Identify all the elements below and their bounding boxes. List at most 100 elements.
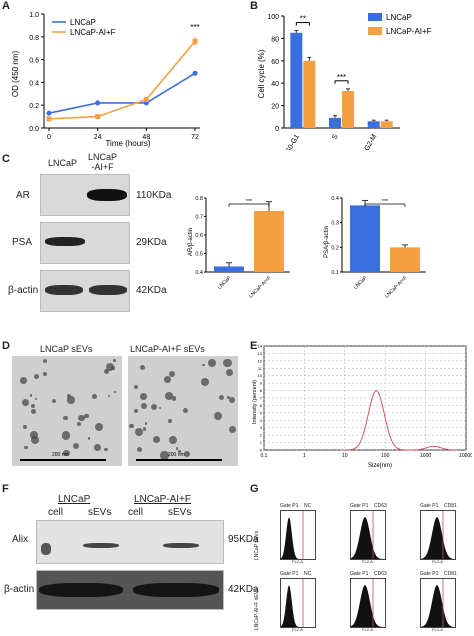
y-tick-label: 10 — [258, 373, 263, 378]
y-tick-label: 9 — [260, 381, 263, 386]
chart-a-xlabel: Time (hours) — [105, 139, 150, 148]
y-tick-label: 7 — [260, 396, 263, 401]
vesicle-particle — [42, 358, 47, 363]
vesicle-particle — [171, 396, 177, 401]
vesicle-particle — [184, 451, 191, 457]
significance-label: ** — [300, 15, 306, 24]
x-tick-label: 10 — [342, 453, 348, 459]
vesicle-particle — [66, 396, 75, 404]
data-point — [192, 70, 198, 76]
vesicle-particle — [169, 371, 176, 378]
panel-label-b: B — [250, 0, 258, 12]
vesicle-particle — [61, 430, 71, 440]
vesicle-particle — [140, 393, 147, 401]
vesicle-particle — [129, 424, 134, 429]
bar — [254, 210, 284, 272]
significance-label: *** — [337, 73, 346, 82]
chart-b-ylabel: Cell cycle (%) — [257, 49, 266, 98]
blot-f-lane: sEVs — [88, 507, 112, 518]
flow-gate-label: Gate P1 — [420, 503, 439, 509]
vesicle-particle — [30, 403, 36, 409]
flow-gate-label: Gate P1 — [420, 571, 439, 577]
x-tick-label: 48 — [142, 134, 150, 141]
y-tick-label: 0.8 — [195, 196, 203, 202]
vesicle-particle — [228, 425, 237, 433]
y-tick-label: 1.0 — [29, 12, 39, 19]
series-line — [48, 72, 196, 114]
vesicle-particle — [104, 447, 108, 452]
flow-marker-label: CD63 — [374, 571, 387, 577]
y-tick-label: 40 — [271, 81, 279, 88]
flow-histogram-fill — [351, 585, 385, 627]
size-distribution-curve — [340, 390, 415, 451]
bar — [380, 121, 393, 128]
blot-c-size-label: 42KDa — [136, 285, 167, 296]
vesicle-particle — [208, 358, 216, 367]
vesicle-particle — [202, 363, 205, 366]
bar — [350, 205, 380, 272]
flow-row-label: LNCaP-AI+F sEVs — [254, 588, 260, 630]
series-line — [48, 40, 196, 120]
vesicle-particle — [43, 371, 48, 376]
flow-histogram-fill — [421, 585, 455, 627]
panel-label-c: C — [2, 153, 10, 165]
y-tick-label: 13 — [258, 351, 263, 356]
vesicle-particle — [214, 411, 222, 420]
blot-band — [87, 189, 127, 201]
vesicle-particle — [22, 425, 27, 430]
y-tick-label: 0.8 — [29, 35, 39, 42]
data-point — [143, 97, 149, 102]
vesicle-particle — [228, 397, 235, 404]
x-tick-label: LNCaP-AI+F — [384, 275, 408, 299]
bar — [367, 121, 380, 128]
y-tick-label: 0.7 — [195, 215, 203, 221]
x-tick-label: 1 — [303, 453, 306, 459]
em-image-lncap: 200 nm — [12, 356, 122, 466]
blot-f-lane: sEVs — [168, 507, 192, 518]
data-point — [46, 116, 52, 122]
vesicle-particle — [84, 413, 89, 419]
scale-bar — [136, 459, 222, 461]
vesicle-particle — [136, 446, 142, 452]
panel-label-f: F — [2, 483, 9, 495]
vesicle-particle — [63, 449, 70, 456]
chart-a-ylabel: OD (450 nm) — [11, 51, 20, 98]
blot-f-lane: cell — [48, 507, 64, 518]
y-tick-label: 0.6 — [29, 58, 39, 65]
data-point — [192, 38, 198, 44]
flow-histogram — [420, 510, 456, 560]
chart-c2: 0.1 0.2 0.3 0.4 LNCaP LNCaP-AI+F *** PSA/β-act… — [324, 196, 426, 300]
y-tick-label: 1 — [260, 440, 263, 445]
flow-marker-label: CD81 — [444, 571, 457, 577]
significance-label: *** — [190, 23, 199, 32]
vesicle-particle — [94, 422, 103, 432]
bar — [342, 91, 354, 128]
vesicle-particle — [160, 451, 169, 460]
blot-band — [163, 543, 199, 548]
y-tick-label: 6 — [260, 403, 263, 408]
blot-c-lane-header: LNCaP -AI+F — [88, 152, 118, 172]
vesicle-particle — [107, 395, 111, 398]
blot-band — [83, 543, 119, 548]
chart-e-xlabel: Size(nm) — [368, 463, 392, 469]
blot-f-size-label: 42KDa — [228, 584, 259, 595]
vesicle-particle — [30, 430, 39, 439]
vesicle-particle — [76, 421, 82, 427]
y-tick-label: 0.3 — [331, 221, 339, 227]
y-tick-label: 8 — [260, 388, 263, 393]
vesicle-particle — [113, 390, 117, 394]
significance-label: *** — [382, 199, 389, 205]
vesicle-particle — [165, 392, 174, 400]
significance-label: *** — [246, 199, 253, 205]
blot-band — [41, 543, 51, 555]
vesicle-particle — [167, 418, 173, 424]
vesicle-particle — [164, 376, 172, 384]
vesicle-particle — [20, 377, 28, 384]
y-tick-label: 11 — [258, 366, 263, 371]
vesicle-particle — [112, 359, 116, 362]
vesicle-particle — [227, 396, 230, 399]
x-tick-label: 0.1 — [261, 453, 268, 459]
flow-histogram — [350, 578, 386, 628]
flow-marker-label: NC — [304, 571, 312, 577]
y-tick-label: 0.4 — [29, 80, 39, 87]
